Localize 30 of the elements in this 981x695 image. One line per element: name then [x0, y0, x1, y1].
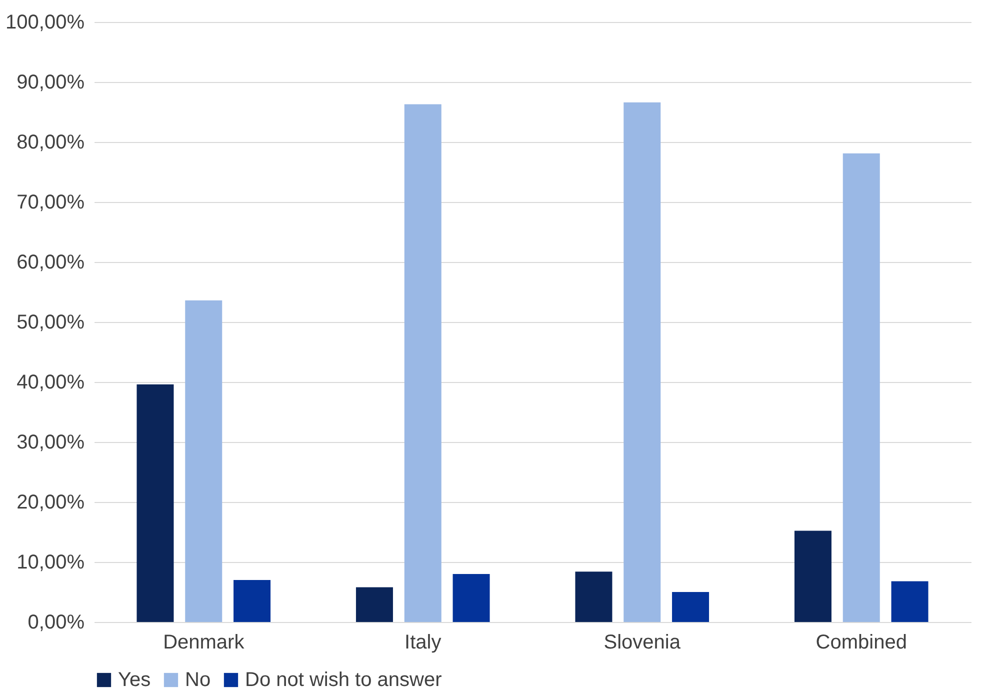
y-tick-label: 60,00% [16, 252, 85, 274]
y-tick-label: 20,00% [16, 492, 85, 514]
x-tick-label: Combined [816, 632, 907, 654]
legend-label: Do not wish to answer [245, 669, 442, 691]
bar [185, 300, 222, 622]
bar [624, 102, 661, 622]
legend-label: No [185, 669, 211, 691]
bar [136, 384, 174, 622]
x-tick-label: Italy [404, 632, 442, 654]
y-tick-label: 70,00% [16, 192, 85, 214]
bar [672, 592, 710, 622]
y-tick-label: 50,00% [16, 312, 85, 334]
y-tick-label: 0,00% [28, 612, 85, 634]
bar [452, 574, 490, 622]
y-tick-label: 100,00% [6, 12, 85, 34]
y-tick-label: 90,00% [16, 72, 85, 94]
bar [842, 153, 880, 622]
bar [575, 572, 612, 622]
y-tick-label: 30,00% [16, 432, 85, 454]
bar [891, 581, 928, 622]
y-tick-label: 10,00% [16, 552, 85, 574]
bar [356, 587, 393, 622]
bar [794, 530, 832, 622]
bar [234, 580, 271, 622]
y-tick-label: 80,00% [16, 132, 85, 154]
legend-label: Yes [118, 669, 151, 691]
x-tick-label: Slovenia [604, 632, 682, 654]
y-tick-label: 40,00% [16, 372, 85, 394]
bar [404, 104, 442, 622]
x-tick-label: Denmark [163, 632, 246, 654]
